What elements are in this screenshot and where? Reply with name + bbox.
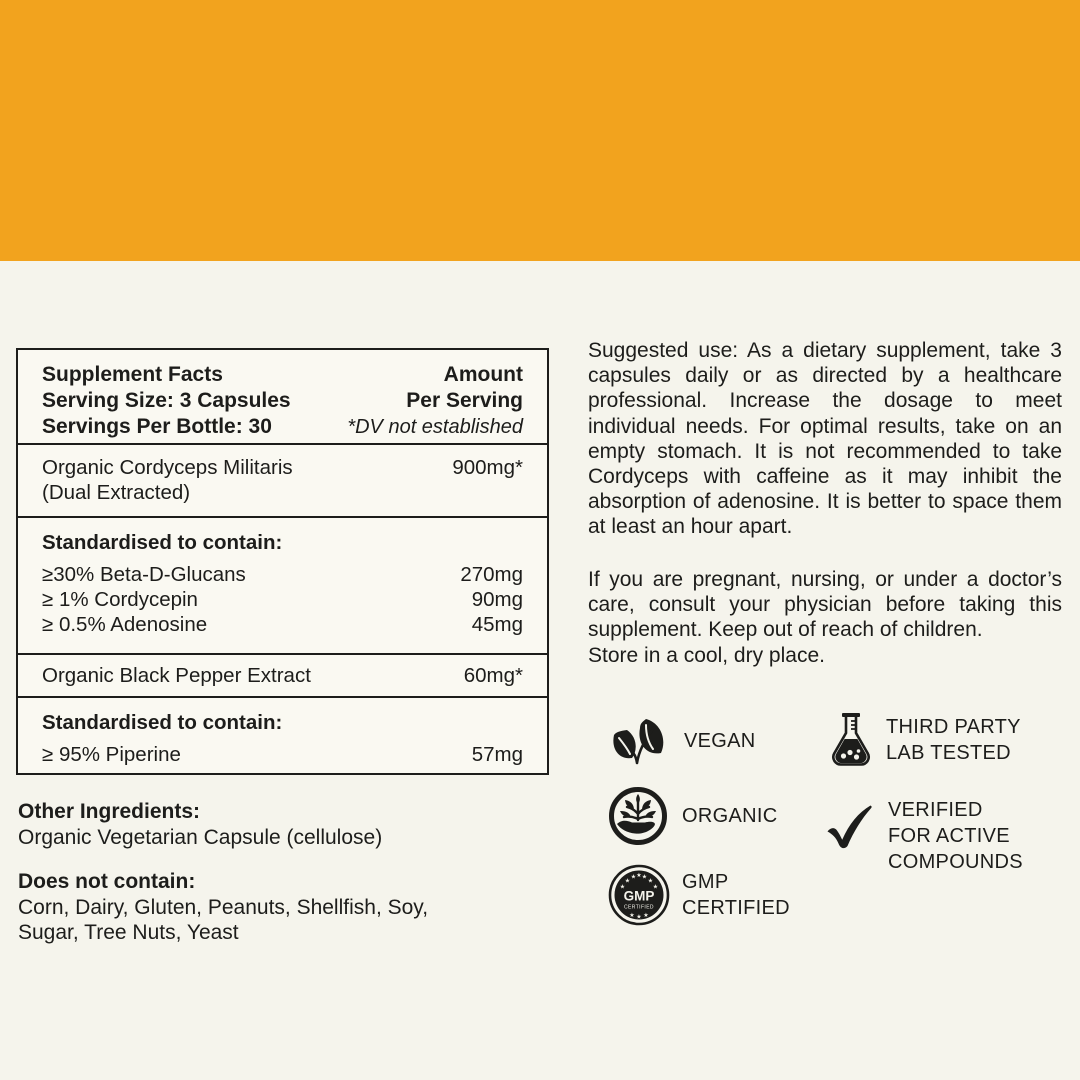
svg-text:★: ★ bbox=[636, 914, 641, 921]
facts-title: Supplement Facts bbox=[42, 363, 223, 386]
facts-row-cordyceps: Organic Cordyceps Militaris (Dual Extrac… bbox=[18, 445, 547, 518]
lab-tested-label-line2: LAB TESTED bbox=[886, 742, 1011, 764]
section-heading: Standardised to contain: bbox=[42, 711, 283, 734]
ingredient-name: Organic Cordyceps Militaris bbox=[42, 456, 293, 479]
facts-row-black-pepper: Organic Black Pepper Extract 60mg* bbox=[18, 655, 547, 698]
other-ingredients-heading: Other Ingredients: bbox=[18, 800, 201, 823]
entry-amount: 45mg bbox=[471, 613, 523, 636]
verified-label-line2: FOR ACTIVE bbox=[888, 825, 1010, 847]
gmp-badge: ★ ★ ★ ★ ★ ★ ★ ★ ★ ★ GMP CERTIFIED GMP CE… bbox=[608, 864, 790, 926]
gmp-seal-text: GMP bbox=[624, 889, 655, 904]
facts-section-standardised-1: Standardised to contain: ≥30% Beta-D-Glu… bbox=[18, 518, 547, 655]
gmp-label-line1: GMP bbox=[682, 871, 729, 893]
hand-sprout-icon bbox=[609, 787, 667, 845]
svg-text:★: ★ bbox=[631, 874, 636, 881]
warning-paragraph: If you are pregnant, nursing, or under a… bbox=[588, 567, 1062, 668]
brand-color-band bbox=[0, 0, 1080, 261]
does-not-contain-text: Corn, Dairy, Gluten, Peanuts, Shellfish,… bbox=[18, 895, 429, 945]
facts-entry: ≥ 1% Cordycepin 90mg bbox=[42, 587, 523, 612]
svg-text:★: ★ bbox=[629, 912, 634, 919]
lab-tested-label-line1: THIRD PARTY bbox=[886, 716, 1021, 738]
ingredient-amount: 900mg* bbox=[452, 456, 523, 479]
supplement-facts-table: Supplement Facts Serving Size: 3 Capsule… bbox=[16, 348, 549, 775]
does-not-contain-heading: Does not contain: bbox=[18, 870, 196, 893]
dv-note: *DV not established bbox=[347, 416, 523, 438]
gmp-seal-icon: ★ ★ ★ ★ ★ ★ ★ ★ ★ ★ GMP CERTIFIED bbox=[608, 864, 670, 926]
entry-amount: 270mg bbox=[460, 563, 523, 586]
facts-entry: ≥ 0.5% Adenosine 45mg bbox=[42, 612, 523, 637]
other-ingredients-text: Organic Vegetarian Capsule (cellulose) bbox=[18, 825, 383, 849]
entry-name: ≥ 1% Cordycepin bbox=[42, 588, 198, 611]
svg-text:★: ★ bbox=[642, 874, 647, 881]
ingredient-amount: 60mg* bbox=[463, 664, 523, 687]
svg-text:★: ★ bbox=[653, 884, 658, 891]
verified-label-line1: VERIFIED bbox=[888, 799, 983, 821]
facts-entry: ≥ 95% Piperine 57mg bbox=[42, 742, 523, 767]
suggested-use-paragraph: Suggested use: As a dietary supplement, … bbox=[588, 339, 1062, 539]
ingredient-subname: (Dual Extracted) bbox=[42, 481, 191, 504]
organic-badge: ORGANIC bbox=[608, 786, 777, 846]
servings-per-bottle: Servings Per Bottle: 30 bbox=[42, 415, 272, 438]
storage-text: Store in a cool, dry place. bbox=[588, 643, 825, 667]
entry-name: ≥30% Beta-D-Glucans bbox=[42, 563, 246, 586]
entry-name: ≥ 95% Piperine bbox=[42, 743, 181, 766]
vegan-label: VEGAN bbox=[684, 730, 756, 752]
svg-text:★: ★ bbox=[625, 878, 630, 885]
check-icon bbox=[827, 805, 872, 849]
entry-amount: 57mg bbox=[471, 743, 523, 766]
facts-section-standardised-2: Standardised to contain: ≥ 95% Piperine … bbox=[18, 698, 547, 767]
gmp-seal-subtext: CERTIFIED bbox=[624, 905, 654, 911]
facts-header: Supplement Facts Serving Size: 3 Capsule… bbox=[18, 350, 547, 445]
svg-text:★: ★ bbox=[643, 912, 648, 919]
ingredient-name: Organic Black Pepper Extract bbox=[42, 664, 311, 687]
amount-header-line1: Amount bbox=[443, 363, 523, 386]
organic-label: ORGANIC bbox=[682, 805, 778, 827]
section-heading: Standardised to contain: bbox=[42, 531, 283, 554]
entry-amount: 90mg bbox=[471, 588, 523, 611]
verified-label-line3: COMPOUNDS bbox=[888, 851, 1023, 873]
svg-text:★: ★ bbox=[636, 872, 641, 879]
ingredient-notes: Other Ingredients: Organic Vegetarian Ca… bbox=[18, 799, 430, 946]
leaf-icon bbox=[613, 719, 664, 765]
flask-icon bbox=[832, 713, 870, 766]
gmp-label-line2: CERTIFIED bbox=[682, 897, 790, 919]
facts-entry: ≥30% Beta-D-Glucans 270mg bbox=[42, 562, 523, 587]
serving-size: Serving Size: 3 Capsules bbox=[42, 389, 291, 412]
svg-text:★: ★ bbox=[620, 884, 625, 891]
lab-tested-badge: THIRD PARTY LAB TESTED bbox=[830, 712, 1021, 768]
warning-text: If you are pregnant, nursing, or under a… bbox=[588, 568, 1062, 642]
vegan-badge: VEGAN bbox=[610, 716, 756, 766]
verified-badge: VERIFIED FOR ACTIVE COMPOUNDS bbox=[826, 797, 1023, 875]
amount-header-line2: Per Serving bbox=[406, 389, 523, 412]
svg-text:★: ★ bbox=[648, 878, 653, 885]
entry-name: ≥ 0.5% Adenosine bbox=[42, 613, 208, 636]
